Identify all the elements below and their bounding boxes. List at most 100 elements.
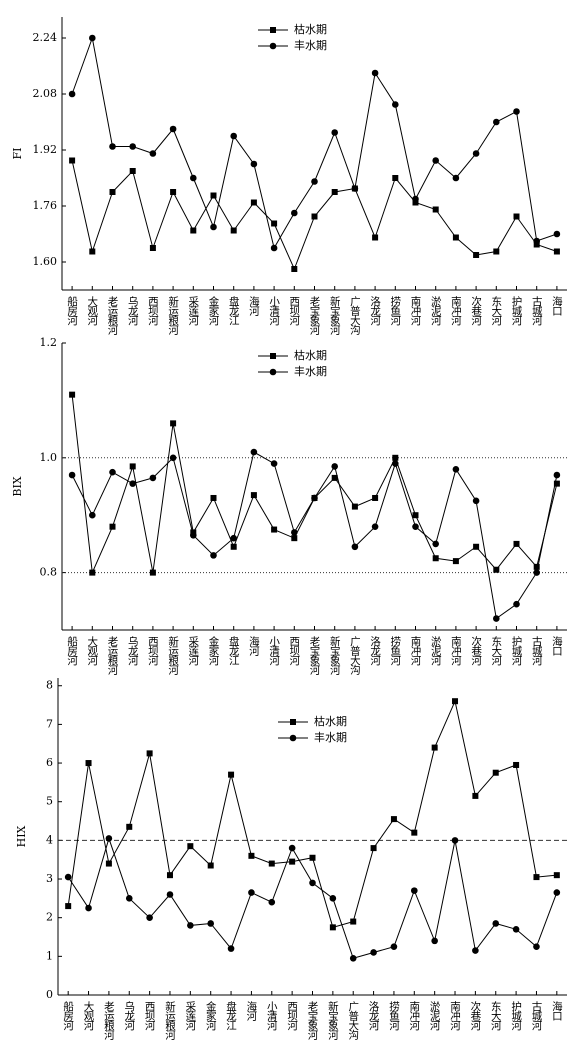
x-tick-label: 护城河 bbox=[511, 295, 523, 325]
x-tick-label: 西坝河 bbox=[288, 296, 300, 325]
data-point bbox=[472, 497, 480, 505]
y-tick-label: 1.2 bbox=[40, 336, 58, 349]
legend-label: 枯水期 bbox=[314, 714, 347, 728]
data-point bbox=[109, 189, 116, 195]
y-tick-label: 3 bbox=[46, 872, 53, 885]
data-point bbox=[412, 195, 419, 203]
x-tick-label: 古城河 bbox=[531, 295, 543, 325]
data-point bbox=[451, 837, 459, 844]
data-point bbox=[331, 129, 339, 136]
legend-marker bbox=[290, 719, 296, 725]
legend-label: 丰水期 bbox=[314, 731, 347, 744]
x-tick-label: 盘龙江 bbox=[228, 635, 240, 665]
x-tick-label: 淤泥河 bbox=[429, 1001, 441, 1030]
data-point bbox=[210, 223, 217, 231]
x-tick-label: 小清河 bbox=[268, 636, 280, 665]
data-point bbox=[431, 937, 438, 945]
x-tick-label: 大观河 bbox=[86, 635, 98, 665]
data-point bbox=[210, 494, 217, 501]
data-point bbox=[553, 872, 560, 879]
x-tick-label: 捞鱼河 bbox=[389, 635, 401, 665]
data-point bbox=[412, 512, 419, 519]
x-tick-label: 西坝河 bbox=[147, 296, 159, 325]
data-point bbox=[452, 174, 460, 182]
x-tick-label: 广普大沟 bbox=[349, 296, 361, 336]
x-tick-label: 乌龙河 bbox=[127, 635, 139, 665]
x-tick-label: 西坝河 bbox=[147, 636, 159, 665]
data-point bbox=[248, 852, 255, 859]
data-point bbox=[472, 792, 479, 799]
data-point bbox=[69, 157, 76, 164]
data-point bbox=[412, 199, 419, 206]
x-tick-label: 广普大沟 bbox=[349, 636, 361, 676]
y-tick-label: 8 bbox=[46, 679, 53, 692]
x-tick-label: 新运粮河 bbox=[164, 1000, 176, 1040]
data-point bbox=[129, 480, 136, 487]
data-point bbox=[372, 234, 379, 241]
data-point bbox=[291, 529, 298, 536]
x-tick-label: 小清河 bbox=[268, 296, 280, 325]
x-tick-label: 洛龙河 bbox=[368, 1000, 380, 1030]
x-tick-label: 海口 bbox=[551, 635, 563, 656]
y-tick-label: 2.08 bbox=[33, 87, 58, 100]
x-tick-label: 洛龙河 bbox=[369, 635, 381, 665]
data-point bbox=[288, 844, 296, 852]
data-point bbox=[309, 879, 316, 887]
x-tick-label: 淤泥河 bbox=[430, 636, 442, 665]
data-point bbox=[432, 157, 440, 164]
data-point bbox=[311, 494, 318, 502]
y-tick-label: 0 bbox=[46, 988, 53, 1001]
data-point bbox=[187, 922, 194, 929]
data-point bbox=[270, 460, 278, 467]
data-point bbox=[271, 526, 278, 533]
data-point bbox=[411, 887, 418, 894]
data-point bbox=[109, 523, 116, 530]
data-point bbox=[250, 199, 257, 206]
data-point bbox=[89, 511, 96, 519]
x-tick-label: 次巷河 bbox=[469, 1000, 481, 1030]
data-point bbox=[472, 150, 480, 157]
data-point bbox=[129, 143, 136, 150]
x-tick-label: 盘龙江 bbox=[228, 295, 240, 325]
data-point bbox=[370, 845, 377, 852]
data-point bbox=[146, 914, 153, 921]
x-tick-label: 采莲河 bbox=[184, 1001, 196, 1030]
legend-marker bbox=[270, 353, 276, 359]
data-point bbox=[210, 552, 217, 559]
x-tick-label: 南冲河 bbox=[410, 295, 422, 325]
x-tick-label: 南冲河 bbox=[450, 635, 462, 665]
data-point bbox=[329, 895, 337, 902]
x-tick-label: 古城河 bbox=[530, 1000, 542, 1030]
x-tick-label: 东大河 bbox=[490, 295, 502, 325]
data-point bbox=[533, 569, 540, 576]
x-tick-label: 采莲河 bbox=[187, 296, 199, 325]
x-tick-label: 广普大沟 bbox=[347, 1001, 359, 1041]
data-point bbox=[351, 543, 359, 551]
data-point bbox=[289, 858, 296, 865]
y-tick-label: 5 bbox=[46, 795, 53, 808]
legend-label: 枯水期 bbox=[294, 348, 327, 362]
data-point bbox=[126, 823, 133, 830]
data-point bbox=[329, 924, 336, 931]
legend-label: 丰水期 bbox=[294, 365, 327, 378]
data-point bbox=[228, 771, 235, 778]
legend-marker bbox=[269, 42, 277, 50]
legend-label: 枯水期 bbox=[294, 22, 327, 36]
data-point bbox=[390, 816, 397, 823]
x-tick-label: 护城河 bbox=[511, 635, 523, 665]
data-point bbox=[452, 465, 460, 473]
series-line bbox=[71, 451, 558, 620]
x-tick-label: 护城河 bbox=[510, 1000, 522, 1030]
x-tick-label: 船房河 bbox=[66, 635, 78, 665]
y-tick-label: 2.24 bbox=[33, 31, 58, 44]
data-point bbox=[533, 237, 540, 245]
x-tick-label: 老运粮河 bbox=[107, 295, 119, 335]
data-point bbox=[230, 227, 237, 234]
data-point bbox=[210, 192, 217, 199]
data-point bbox=[109, 143, 116, 150]
x-tick-label: 新宝象河 bbox=[327, 1000, 339, 1040]
data-point bbox=[230, 543, 237, 550]
data-point bbox=[149, 569, 156, 576]
x-tick-label: 金家河 bbox=[208, 635, 220, 665]
